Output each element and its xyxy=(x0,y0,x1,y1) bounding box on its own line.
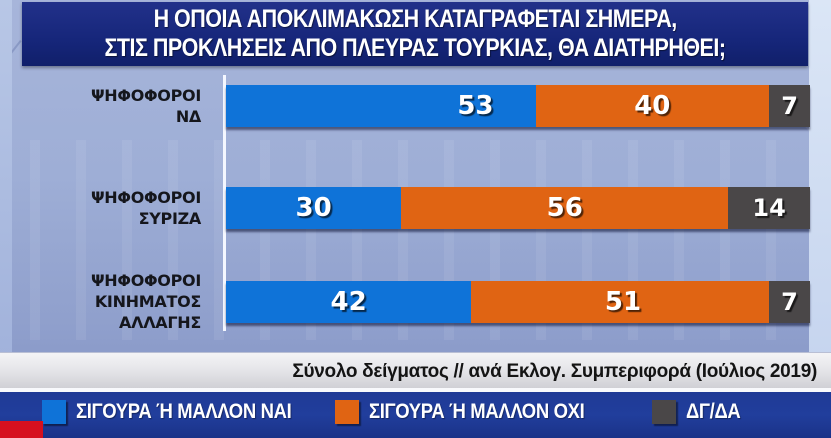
legend-swatch-dk xyxy=(652,400,676,424)
row-label-line: ΨΗΦΟΦΟΡΟΙ xyxy=(91,86,201,105)
stacked-bar-syriza: 30 56 14 xyxy=(226,187,810,229)
bar-segment-yes: 30 xyxy=(226,187,402,229)
row-label-line: ΚΙΝΗΜΑΤΟΣ xyxy=(94,292,201,311)
stacked-bar-nd: 53 40 7 xyxy=(226,85,810,127)
row-label-line: ΨΗΦΟΦΟΡΟΙ xyxy=(91,188,201,207)
background-right-strip xyxy=(809,0,831,395)
row-label-syriza: ΨΗΦΟΦΟΡΟΙ ΣΥΡΙΖΑ xyxy=(91,187,201,229)
bar-segment-no: 51 xyxy=(471,281,770,323)
bar-segment-yes: 42 xyxy=(226,281,472,323)
axis-divider-line xyxy=(223,75,226,331)
legend-swatch-no xyxy=(335,400,359,424)
bar-segment-dk: 7 xyxy=(769,281,810,323)
row-label-kinal: ΨΗΦΟΦΟΡΟΙ ΚΙΝΗΜΑΤΟΣ ΑΛΛΑΓΗΣ xyxy=(91,270,201,333)
bar-segment-dk: 7 xyxy=(769,85,810,127)
caption-bar: Σύνολο δείγματος // ανά Εκλογ. Συμπεριφο… xyxy=(0,352,831,389)
legend-item-yes: ΣΙΓΟΥΡΑ Ή ΜΑΛΛΟΝ ΝΑΙ xyxy=(42,400,321,424)
row-label-line: ΨΗΦΟΦΟΡΟΙ xyxy=(91,271,201,290)
legend-item-dk: ΔΓ/ΔΑ xyxy=(652,400,748,424)
background-left-strip xyxy=(0,0,12,395)
separator-line xyxy=(0,388,831,392)
legend-label-dk: ΔΓ/ΔΑ xyxy=(686,400,741,423)
row-label-line: ΣΥΡΙΖΑ xyxy=(138,209,202,228)
bar-segment-yes: 53 xyxy=(226,85,536,127)
bar-segment-no: 40 xyxy=(535,85,770,127)
legend: ΣΙΓΟΥΡΑ Ή ΜΑΛΛΟΝ ΝΑΙ ΣΙΓΟΥΡΑ Ή ΜΑΛΛΟΝ ΟΧ… xyxy=(0,392,831,438)
row-label-line: ΝΔ xyxy=(175,107,201,126)
chart-title-line-2: ΣΤΙΣ ΠΡΟΚΛΗΣΕΙΣ ΑΠΟ ΠΛΕΥΡΑΣ ΤΟΥΡΚΙΑΣ, ΘΑ… xyxy=(104,34,726,62)
legend-label-yes: ΣΙΓΟΥΡΑ Ή ΜΑΛΛΟΝ ΝΑΙ xyxy=(76,400,292,423)
row-label-nd: ΨΗΦΟΦΟΡΟΙ ΝΔ xyxy=(91,85,201,127)
title-banner: Η ΟΠΟΙΑ ΑΠΟΚΛΙΜΑΚΩΣΗ ΚΑΤΑΓΡΑΦΕΤΑΙ ΣΗΜΕΡΑ… xyxy=(22,2,808,66)
bar-segment-no: 56 xyxy=(401,187,729,229)
channel-red-block xyxy=(0,421,43,438)
bar-segment-dk: 14 xyxy=(728,187,810,229)
legend-swatch-yes xyxy=(42,400,66,424)
legend-label-no: ΣΙΓΟΥΡΑ Ή ΜΑΛΛΟΝ ΟΧΙ xyxy=(369,400,585,423)
chart-title-line-1: Η ΟΠΟΙΑ ΑΠΟΚΛΙΜΑΚΩΣΗ ΚΑΤΑΓΡΑΦΕΤΑΙ ΣΗΜΕΡΑ… xyxy=(153,5,677,33)
stacked-bar-kinal: 42 51 7 xyxy=(226,281,810,323)
row-label-line: ΑΛΛΑΓΗΣ xyxy=(119,313,201,332)
sample-caption: Σύνολο δείγματος // ανά Εκλογ. Συμπεριφο… xyxy=(292,361,817,382)
legend-item-no: ΣΙΓΟΥΡΑ Ή ΜΑΛΛΟΝ ΟΧΙ xyxy=(335,400,614,424)
